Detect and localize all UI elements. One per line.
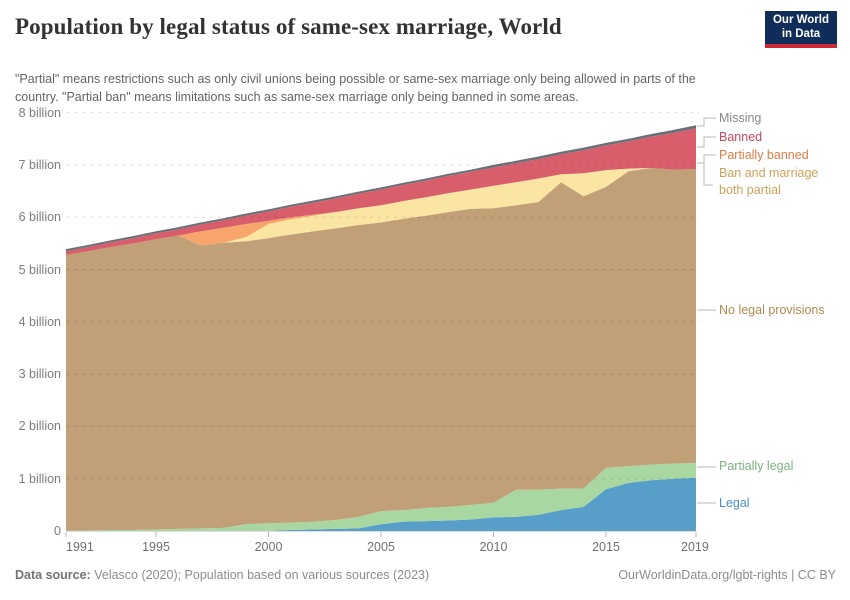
legend-item-partially_legal[interactable]: Partially legal: [719, 459, 794, 473]
data-source-text: Velasco (2020); Population based on vari…: [94, 568, 430, 582]
x-tick-label-2005: 2005: [367, 540, 395, 554]
owid-logo-line1: Our World: [772, 13, 829, 26]
area-partially_banned[interactable]: [66, 168, 696, 255]
legend-connector-ban_and_marriage_both_partial: [703, 163, 713, 186]
legend-item-missing[interactable]: Missing: [719, 111, 762, 125]
area-missing[interactable]: [66, 125, 696, 252]
data-source-label: Data source:: [15, 568, 91, 582]
legend-item-partially_banned[interactable]: Partially banned: [719, 148, 809, 162]
owid-url-license[interactable]: OurWorldinData.org/lgbt-rights | CC BY: [618, 568, 836, 582]
chart-subtitle: "Partial" means restrictions such as onl…: [15, 72, 696, 105]
y-tick-label-2: 2 billion: [18, 419, 61, 434]
legend-item-banned[interactable]: Banned: [719, 130, 763, 144]
x-tick-label-1991: 1991: [66, 540, 94, 554]
area-partially_legal[interactable]: [66, 463, 696, 531]
x-tick-label-2010: 2010: [479, 540, 508, 554]
y-tick-label-5: 5 billion: [18, 262, 61, 277]
x-tick-label-2015: 2015: [592, 540, 620, 554]
owid-logo-line2: in Data: [781, 27, 821, 40]
legend-connector-partially_banned: [697, 154, 716, 164]
y-tick-label-8: 8 billion: [18, 105, 61, 120]
y-tick-label-6: 6 billion: [18, 210, 61, 225]
x-tick-label-1995: 1995: [142, 540, 170, 554]
area-ban_and_marriage_both_partial[interactable]: [66, 168, 696, 255]
legend-connector-missing: [697, 117, 716, 127]
legend-item-no_legal_provisions[interactable]: No legal provisions: [719, 303, 825, 317]
legend-connector-banned: [697, 136, 716, 148]
owid-logo: Our World in Data: [765, 11, 837, 48]
y-tick-label-3: 3 billion: [18, 367, 61, 382]
legend-item-ban_and_marriage_both_partial[interactable]: Ban and marriage both partial: [719, 166, 819, 197]
y-tick-label-0: 0: [54, 524, 61, 538]
legend-item-legal[interactable]: Legal: [719, 496, 750, 510]
y-tick-label-7: 7 billion: [18, 157, 61, 172]
x-tick-label-2019: 2019: [681, 540, 709, 554]
area-no_legal_provisions[interactable]: [66, 168, 696, 531]
y-tick-label-4: 4 billion: [18, 314, 61, 329]
y-tick-label-1: 1 billion: [18, 471, 61, 486]
page-title: Population by legal status of same-sex m…: [15, 14, 562, 39]
x-tick-label-2000: 2000: [254, 540, 283, 554]
area-legal[interactable]: [66, 477, 696, 531]
data-source-note: Data source: Velasco (2020); Population …: [15, 568, 429, 582]
area-banned[interactable]: [66, 128, 696, 255]
